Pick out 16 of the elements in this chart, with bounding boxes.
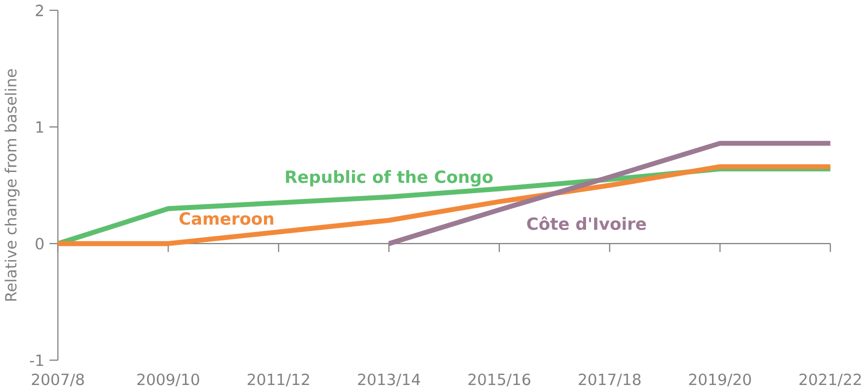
x-tick-label: 2013/14 <box>358 374 420 386</box>
x-tick-label: 2009/10 <box>137 374 200 386</box>
x-tick-label: 2017/18 <box>578 374 641 386</box>
y-tick-label: 2 <box>36 4 43 16</box>
y-tick-label: 1 <box>36 121 44 133</box>
y-tick-label: 0 <box>36 238 44 250</box>
x-tick-label: 2007/8 <box>32 374 84 386</box>
y-tick-label: -1 <box>30 354 44 366</box>
x-tick-label: 2021/22 <box>800 374 861 386</box>
x-tick-label: 2019/20 <box>689 374 751 386</box>
series-label: Côte d'Ivoire <box>527 216 646 230</box>
series-label: Cameroon <box>180 212 274 225</box>
x-tick-label: 2011/12 <box>248 374 309 386</box>
series-label: Republic of the Congo <box>286 170 493 186</box>
x-tick-label: 2015/16 <box>468 374 530 386</box>
y-axis-title: Relative change from baseline <box>4 69 20 301</box>
